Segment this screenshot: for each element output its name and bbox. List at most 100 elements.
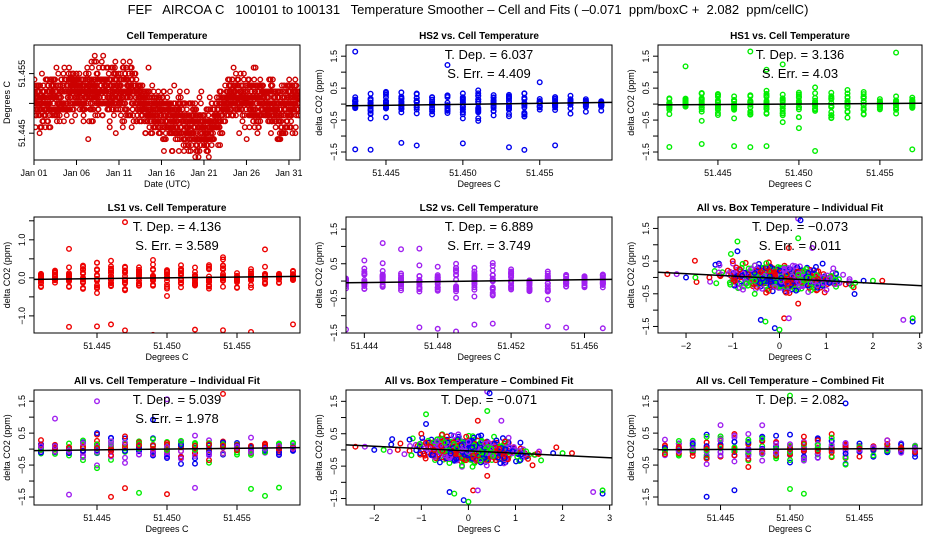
outlier-point (262, 246, 269, 253)
data-point (183, 88, 190, 95)
data-point (893, 110, 900, 117)
data-point (371, 446, 378, 453)
data-point (167, 88, 174, 95)
data-point (145, 100, 152, 107)
data-point (734, 238, 741, 245)
data-point (724, 267, 731, 274)
data-point (484, 408, 491, 415)
data-point (99, 112, 106, 119)
data-point (767, 278, 774, 285)
data-point (505, 113, 512, 120)
data-point (367, 107, 374, 114)
data-point (121, 276, 128, 283)
standard-error-label: S. Err. = 4.03 (762, 66, 838, 81)
data-point (262, 275, 269, 282)
data-point (38, 443, 45, 450)
data-point (598, 102, 605, 109)
data-point (382, 114, 389, 121)
data-point (79, 269, 86, 276)
data-point (394, 446, 401, 453)
data-point (38, 124, 45, 131)
outlier-point (367, 146, 374, 153)
x-tick-label: 51.455 (526, 168, 554, 178)
fit-line (34, 275, 300, 281)
x-tick-label: 51.448 (424, 341, 452, 351)
data-point (703, 461, 710, 468)
data-point (453, 288, 460, 295)
data-point (465, 439, 472, 446)
data-point (226, 76, 233, 83)
y-tick-label: −1.5 (329, 143, 339, 161)
data-point (84, 64, 91, 71)
data-point (132, 70, 139, 77)
data-point (731, 277, 738, 284)
data-point (703, 445, 710, 452)
data-point (763, 87, 770, 94)
data-point (844, 87, 851, 94)
y-tick-label: −1.5 (17, 488, 27, 506)
data-point (529, 462, 536, 469)
x-tick-label: 51.445 (83, 341, 111, 351)
data-point (192, 100, 199, 107)
data-point (121, 433, 128, 440)
data-point (465, 498, 472, 505)
data-point (692, 274, 699, 281)
data-point (205, 278, 212, 285)
data-point (93, 441, 100, 448)
outlier-point (65, 323, 72, 330)
data-point (93, 462, 100, 469)
data-point (450, 432, 457, 439)
data-point (361, 271, 368, 278)
data-point (463, 433, 470, 440)
data-point (441, 439, 448, 446)
data-point (379, 260, 386, 267)
data-point (703, 443, 710, 450)
x-axis-label: Degrees C (457, 352, 501, 362)
y-tick-label: 0.5 (641, 82, 651, 95)
data-point (599, 280, 606, 287)
data-point (781, 315, 788, 322)
data-point (205, 281, 212, 288)
data-point (243, 136, 250, 143)
outlier-point (703, 493, 710, 500)
data-point (121, 279, 128, 286)
data-point (232, 112, 239, 119)
data-point (361, 265, 368, 272)
data-point (281, 94, 288, 101)
data-point (284, 124, 291, 131)
x-tick-label: Jan 06 (63, 168, 90, 178)
data-point (379, 267, 386, 274)
data-point (284, 118, 291, 125)
x-tick-label: Jan 16 (148, 168, 175, 178)
panel-title: All vs. Box Temperature – Individual Fit (697, 203, 884, 214)
data-point (470, 487, 477, 494)
data-point (731, 115, 738, 122)
data-point (124, 106, 131, 113)
temperature-dependence-label: T. Dep. = −0.073 (752, 219, 848, 234)
data-point (471, 293, 478, 300)
data-point (430, 439, 437, 446)
data-point (763, 289, 770, 296)
data-point (129, 70, 136, 77)
data-point (819, 260, 826, 267)
data-point (257, 118, 264, 125)
data-point (194, 179, 199, 184)
data-point (759, 450, 766, 457)
y-axis-label: delta CO2 (ppm) (314, 69, 324, 136)
plot-area (658, 48, 922, 154)
data-point (675, 445, 682, 452)
data-point (745, 447, 752, 454)
data-point (68, 118, 75, 125)
x-axis-label: Date (UTC) (144, 179, 190, 189)
data-point (477, 457, 484, 464)
data-point (809, 245, 816, 252)
data-point (909, 318, 916, 325)
data-point (459, 109, 466, 116)
y-tick-label: 1.5 (329, 50, 339, 63)
data-point (189, 100, 196, 107)
y-tick-label: −1.5 (329, 490, 339, 508)
figure-title: FEF AIRCOA C 100101 to 100131 Temperatur… (127, 2, 809, 17)
data-point (521, 111, 528, 118)
